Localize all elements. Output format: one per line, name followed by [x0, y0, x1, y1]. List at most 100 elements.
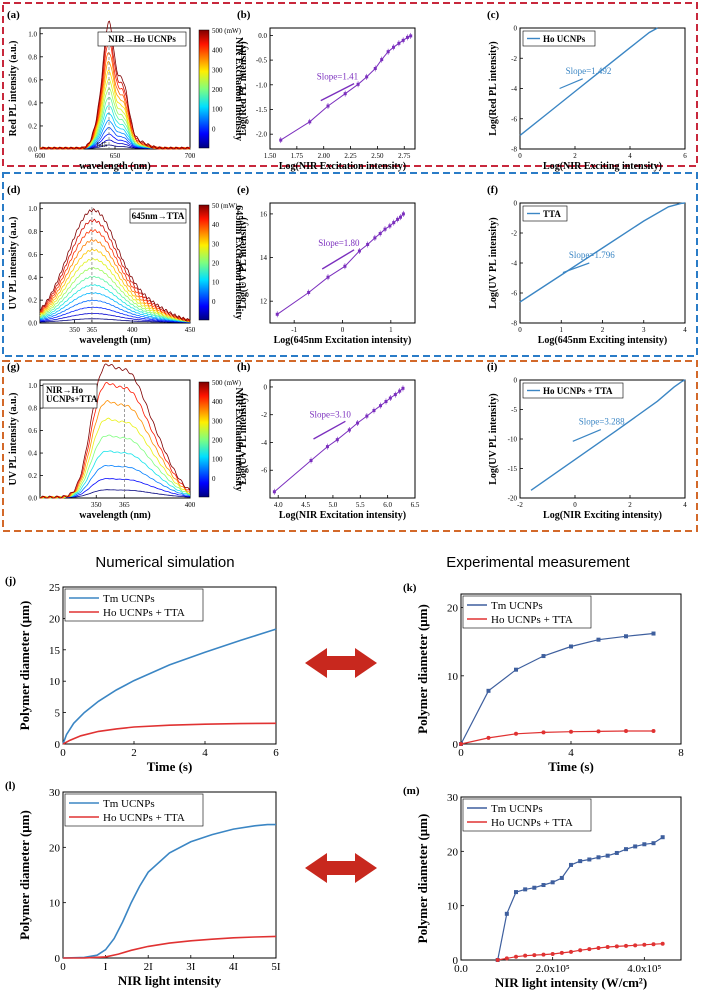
y-tick-label: -10	[508, 436, 518, 444]
chart-m: 0.0 2.0x10⁵ 4.0x10⁵ 0 10 20 30 NIR light intens…	[403, 785, 682, 990]
plot-frame	[62, 791, 277, 959]
chart-c: 0 2 4 6 0 -2 -4 -6 -8 Log(NIR Exciting intensity)…	[487, 9, 687, 172]
data-point	[624, 847, 628, 852]
y-tick-label: 15	[49, 645, 61, 657]
slope-indicator	[321, 249, 355, 270]
colorbar-tick: 10	[212, 279, 220, 287]
spectrum-line	[39, 434, 191, 499]
y-axis-label: UV PL intensity (a.u.)	[8, 393, 19, 486]
colorbar-unit: 50 (mW)	[212, 202, 238, 210]
legend-entry: Ho UCNPs + TTA	[543, 386, 613, 396]
plot-frame	[460, 796, 682, 961]
y-tick-label: 0.8	[28, 228, 37, 236]
colorbar-tick: 200	[212, 437, 223, 445]
colorbar-tick: 400	[212, 47, 223, 55]
x-tick-label: 2.75	[398, 152, 411, 160]
slope-label: Slope=3.288	[579, 417, 625, 427]
y-tick-label: 0	[55, 953, 61, 965]
double-arrow-icon	[305, 648, 377, 678]
y-tick-label: 10	[49, 676, 61, 688]
data-point	[660, 835, 665, 840]
series-line	[460, 730, 654, 745]
y-tick-label: 0.0	[28, 320, 37, 328]
colorbar-tick: 0	[212, 125, 216, 133]
slope-label: Slope=1.796	[569, 250, 615, 260]
x-axis-label: Time (s)	[147, 759, 193, 774]
series-line	[519, 202, 686, 303]
slope-label: Slope=3.10	[310, 409, 352, 419]
x-tick-label: I	[104, 961, 108, 973]
series-line	[460, 632, 654, 745]
x-tick-label: 2	[131, 747, 137, 759]
x-tick-label: 4.0x10⁵	[627, 963, 661, 975]
data-point	[614, 944, 619, 949]
x-tick-label: 4.0	[274, 501, 283, 509]
x-tick-label: 4I	[229, 961, 239, 973]
y-tick-label: 0	[514, 200, 518, 208]
y-tick-label: 0.8	[28, 405, 37, 413]
data-point	[541, 730, 546, 735]
x-axis-label: NIR light intensity	[118, 973, 222, 988]
colorbar-tick: 0	[212, 298, 216, 306]
y-tick-label: 25	[49, 582, 61, 594]
x-tick-label: 5.0	[329, 501, 338, 509]
y-tick-label: 0.2	[28, 122, 37, 130]
colorbar-tick: 200	[212, 86, 223, 94]
x-tick-label: 0	[341, 326, 345, 334]
chart-j: 0 2 4 6 0 5 10 15 20 25 Time (s) Polymer diameter (…	[5, 575, 279, 774]
y-axis-label: Log(Red PL intensity)	[238, 41, 249, 135]
x-tick-label: 6.0	[383, 501, 392, 509]
colorbar-tick: 40	[212, 221, 220, 229]
panel-label: (j)	[5, 575, 16, 587]
group-box-orange	[2, 360, 698, 532]
slope-label: Slope=1.80	[318, 238, 360, 248]
y-tick-label: 0	[55, 739, 61, 751]
x-tick-label: 0	[518, 152, 522, 160]
slope-indicator	[562, 262, 590, 274]
x-tick-label: 0	[60, 961, 66, 973]
data-point	[459, 742, 463, 746]
spectrum-line	[39, 417, 191, 499]
series-line	[62, 935, 277, 959]
y-tick-label: 14	[260, 254, 268, 262]
x-tick-label: -2	[517, 501, 523, 509]
y-tick-label: 0.0	[28, 146, 37, 154]
spectrum-line	[39, 465, 191, 499]
panel-label: (d)	[7, 184, 21, 196]
y-tick-label: -5	[511, 406, 517, 414]
x-tick-label: 8	[678, 747, 684, 759]
y-axis-label: UV PL intensity (a.u.)	[8, 217, 19, 310]
series-line	[497, 836, 664, 961]
y-tick-label: 20	[49, 613, 61, 625]
data-point	[495, 958, 500, 962]
x-tick-label: 4	[683, 501, 687, 509]
spectrum-line	[40, 318, 190, 323]
chart-g: 350 365 400 0.0 0.2 0.4 0.6 0.8 1.0 wavelength (n…	[7, 361, 244, 521]
legend-entry: Ho UCNPs + TTA	[491, 614, 573, 626]
spectrum-line	[39, 292, 191, 323]
panel-label: (e)	[237, 184, 250, 196]
panel-label: (a)	[7, 9, 20, 21]
legend-entry: Tm UCNPs	[491, 803, 543, 815]
x-axis-label: Log(645nm Exciting intensity)	[538, 335, 667, 346]
data-point	[596, 729, 601, 734]
data-point	[523, 953, 528, 958]
spectrum-line	[39, 313, 190, 323]
y-tick-label: 30	[447, 792, 459, 804]
y-tick-label: 10	[447, 901, 459, 913]
slope-indicator	[572, 429, 602, 442]
data-point	[651, 841, 656, 846]
plot-frame	[269, 27, 416, 150]
x-tick-label: 2I	[144, 961, 154, 973]
plot-frame	[269, 202, 416, 324]
plot-frame	[62, 586, 277, 745]
x-tick-label: 1	[560, 326, 564, 334]
x-tick-label: 2.50	[371, 152, 384, 160]
data-point	[559, 875, 564, 880]
group-box-blue	[2, 172, 698, 357]
x-tick-label: 1.50	[264, 152, 277, 160]
y-tick-label: -4	[511, 85, 517, 93]
y-tick-label: 20	[49, 842, 61, 854]
y-tick-label: -1.5	[256, 106, 268, 114]
